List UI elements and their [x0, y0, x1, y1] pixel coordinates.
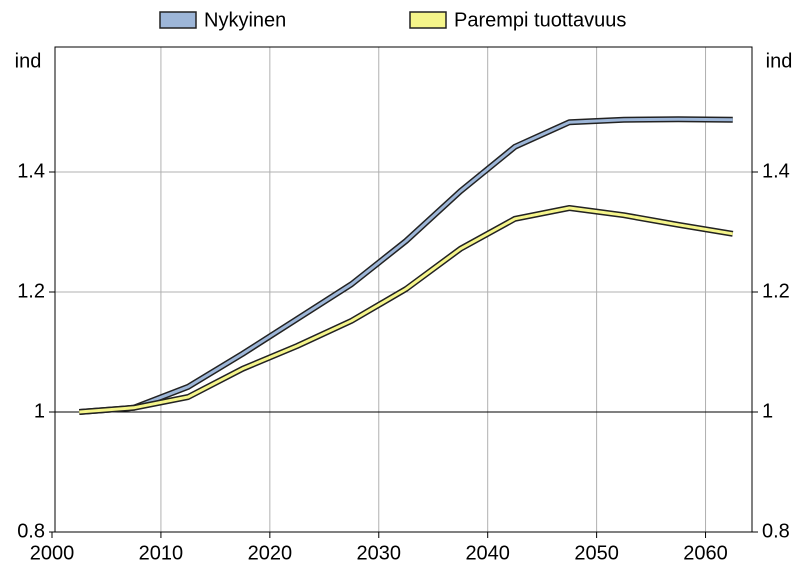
legend-label: Nykyinen [204, 9, 286, 31]
x-tick-label: 2030 [357, 542, 402, 564]
y2-tick-label: 1.4 [762, 160, 790, 182]
x-tick-label: 2060 [683, 542, 728, 564]
x-tick-label: 2050 [574, 542, 619, 564]
y2-axis-unit: ind [766, 50, 793, 72]
legend-swatch [159, 11, 197, 29]
plot-frame [54, 46, 753, 533]
y-tick-label: 1 [34, 400, 45, 422]
y-tick-label: 0.8 [17, 520, 45, 542]
legend-label: Parempi tuottavuus [454, 9, 626, 31]
y-tick-label: 1.2 [17, 280, 45, 302]
y2-tick-label: 1.2 [762, 280, 790, 302]
y-axis-unit: ind [15, 50, 42, 72]
legend-swatch [409, 11, 447, 29]
x-tick-label: 2000 [30, 542, 75, 564]
y2-tick-label: 0.8 [762, 520, 790, 542]
series-line [79, 117, 733, 414]
x-tick-label: 2040 [465, 542, 510, 564]
x-tick-label: 2010 [139, 542, 184, 564]
y2-tick-label: 1 [762, 400, 773, 422]
y-tick-label: 1.4 [17, 160, 45, 182]
series-line [79, 206, 734, 414]
x-tick-label: 2020 [248, 542, 293, 564]
